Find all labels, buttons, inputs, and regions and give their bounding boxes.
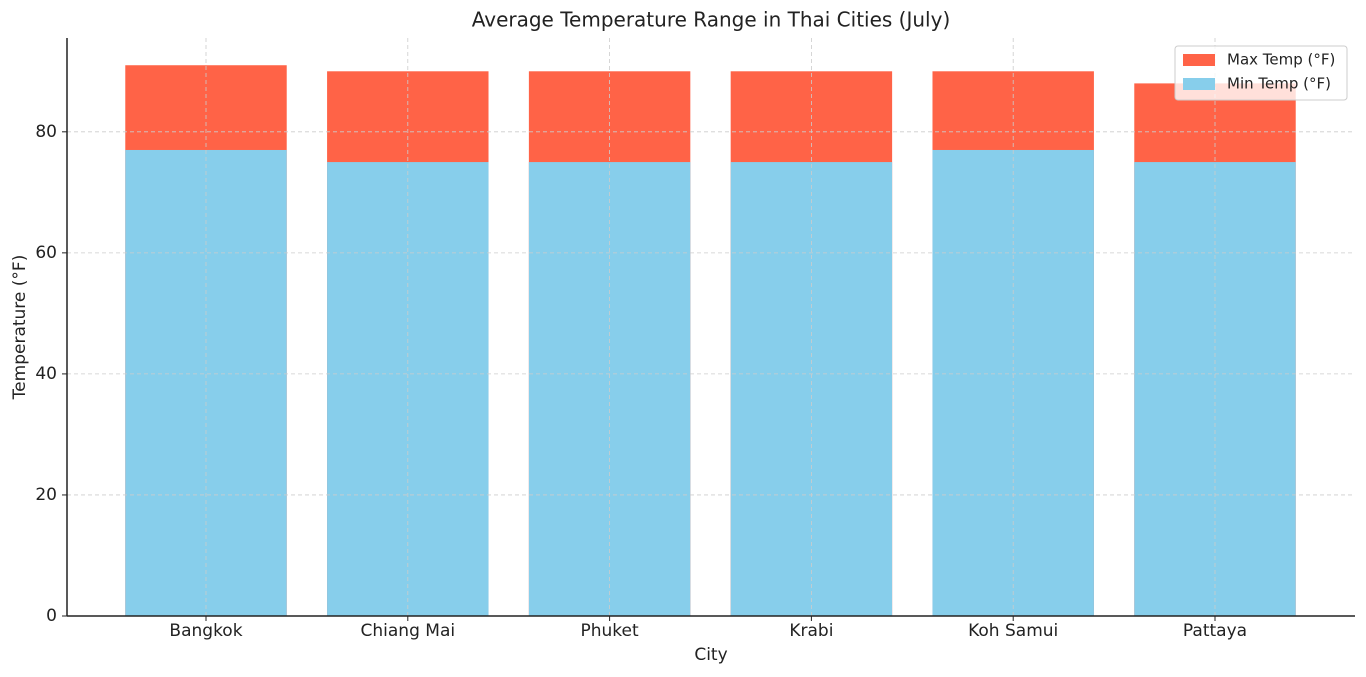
x-tick-label: Koh Samui — [968, 621, 1058, 641]
chart-title: Average Temperature Range in Thai Cities… — [472, 8, 951, 32]
x-tick-label: Phuket — [581, 621, 639, 641]
legend-swatch — [1183, 78, 1215, 90]
y-tick-label: 20 — [35, 485, 57, 505]
y-tick-label: 40 — [35, 364, 57, 384]
x-tick-label: Pattaya — [1183, 621, 1247, 641]
y-tick-label: 60 — [35, 243, 57, 263]
legend — [1174, 45, 1348, 101]
x-tick-label: Krabi — [789, 621, 833, 641]
legend-label: Max Temp (°F) — [1227, 51, 1335, 69]
y-tick-label: 80 — [35, 122, 57, 142]
y-tick-label: 0 — [46, 606, 57, 626]
x-tick-label: Bangkok — [169, 621, 242, 641]
legend-swatch — [1183, 54, 1215, 66]
y-axis-label: Temperature (°F) — [10, 255, 30, 401]
x-axis-label: City — [694, 645, 727, 665]
legend-label: Min Temp (°F) — [1227, 75, 1331, 93]
x-tick-label: Chiang Mai — [361, 621, 456, 641]
